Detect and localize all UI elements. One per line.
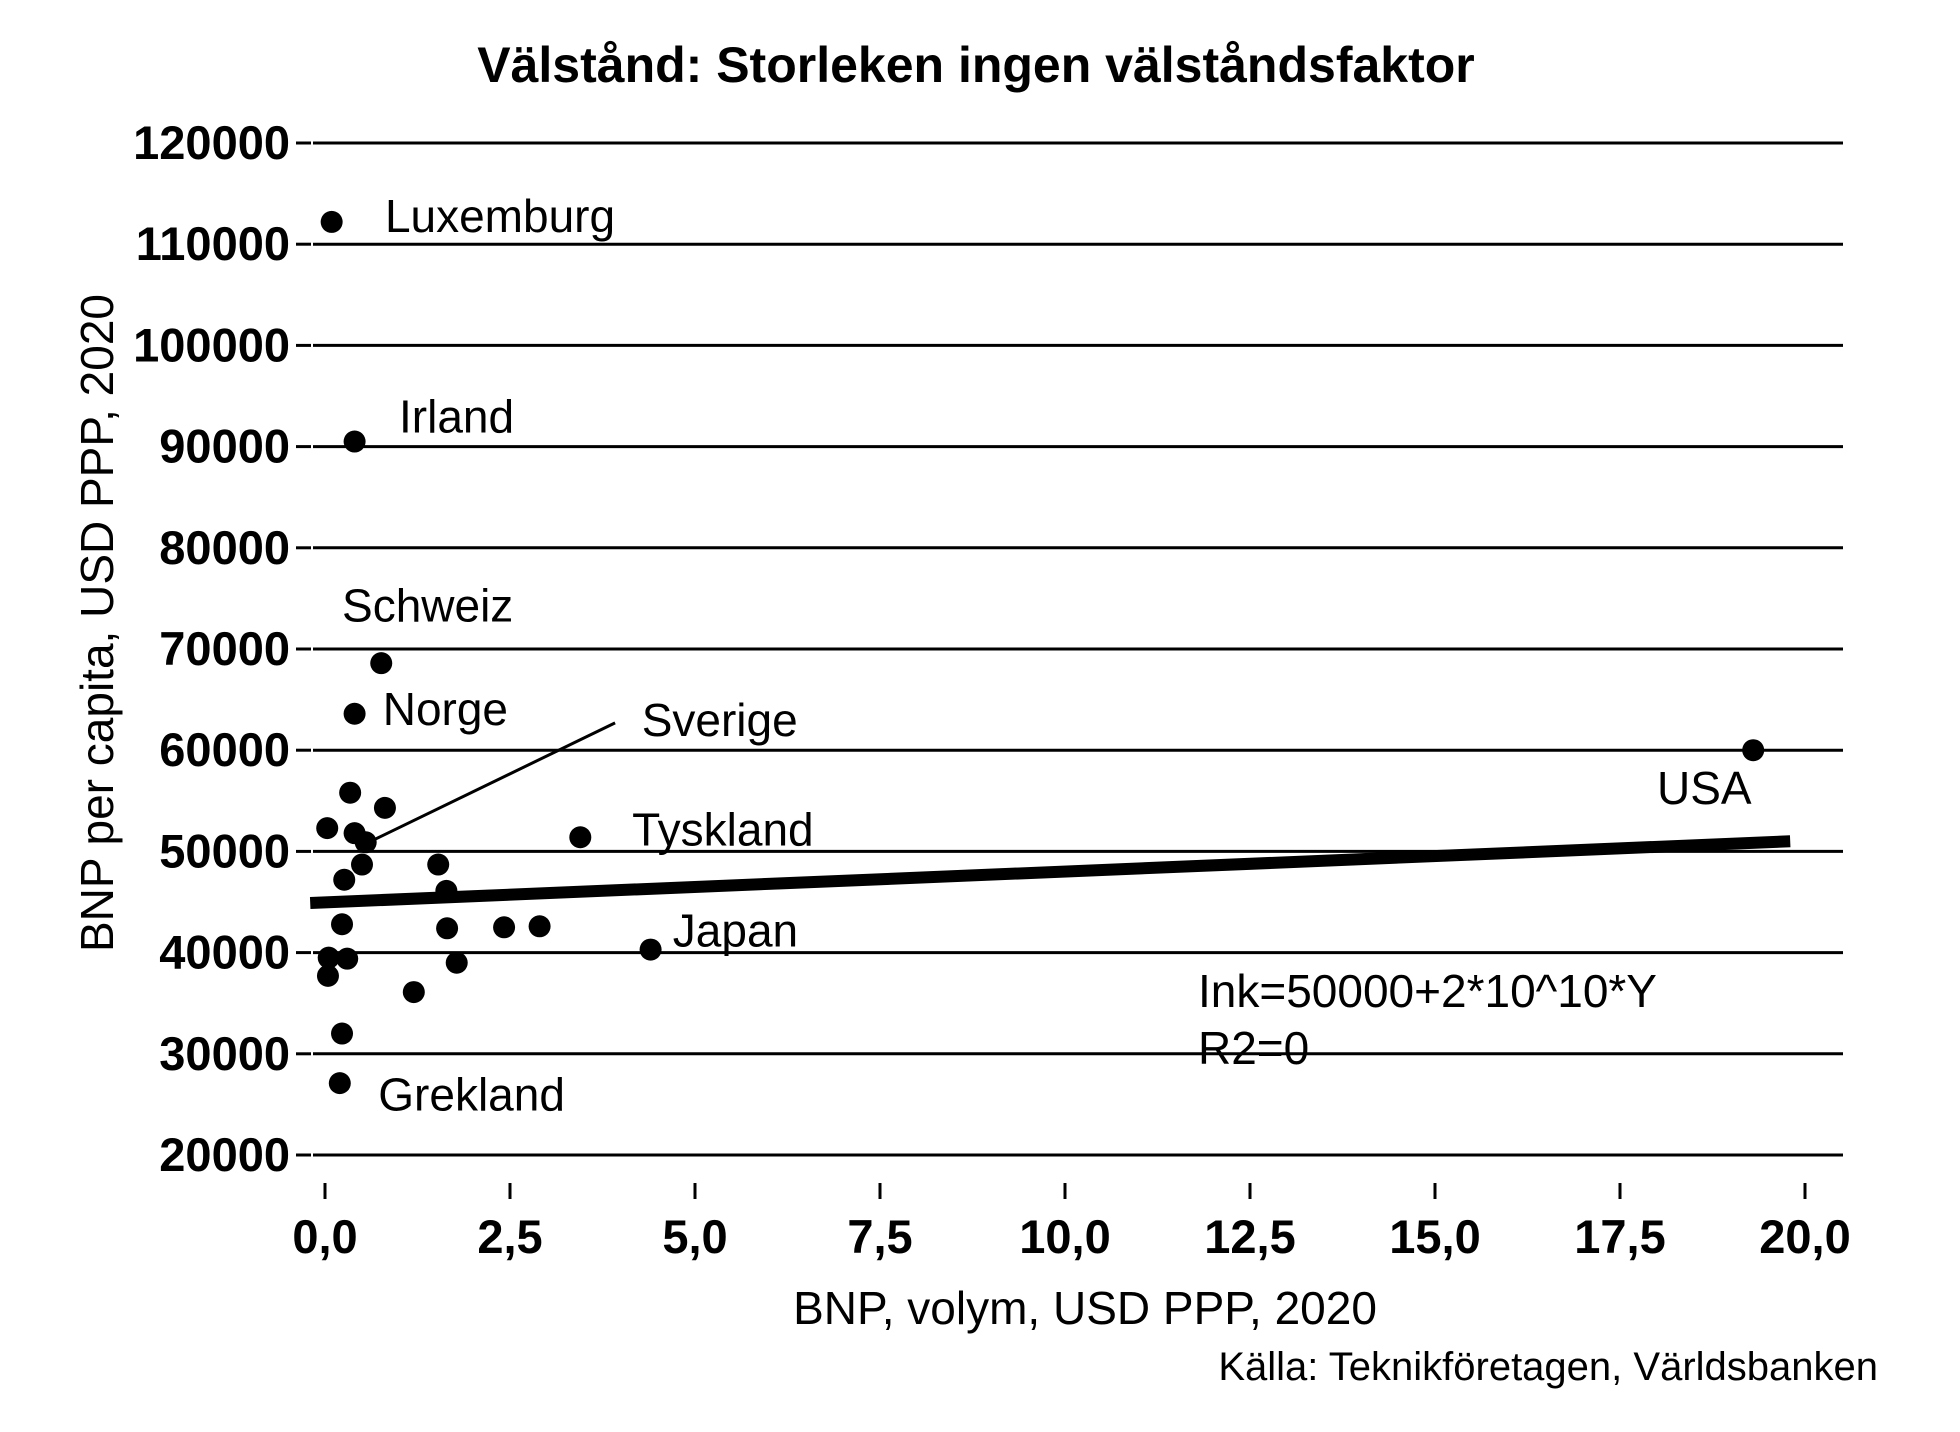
y-tick-label-60000: 60000 bbox=[159, 723, 290, 776]
country-label-grekland: Grekland bbox=[378, 1068, 565, 1120]
country-label-luxemburg: Luxemburg bbox=[385, 190, 615, 242]
x-tick-label-10,0: 10,0 bbox=[1019, 1210, 1110, 1263]
data-point bbox=[343, 822, 366, 845]
country-label-norge: Norge bbox=[383, 683, 508, 735]
data-point-luxemburg bbox=[320, 210, 343, 233]
regression-annotation: Ink=50000+2*10^10*Y R2=0 bbox=[1198, 963, 1657, 1077]
data-point bbox=[316, 964, 339, 987]
data-point bbox=[427, 853, 450, 876]
x-tick-label-15,0: 15,0 bbox=[1389, 1210, 1480, 1263]
data-point-norge bbox=[343, 702, 366, 725]
data-point-japan bbox=[639, 938, 662, 961]
data-point bbox=[336, 947, 359, 970]
data-point bbox=[445, 951, 468, 974]
x-tick-label-12,5: 12,5 bbox=[1204, 1210, 1295, 1263]
y-tick-label-110000: 110000 bbox=[136, 217, 290, 270]
data-point bbox=[317, 946, 340, 969]
source-credit: Källa: Teknikföretagen, Världsbanken bbox=[1218, 1345, 1878, 1389]
y-tick-label-100000: 100000 bbox=[133, 318, 290, 371]
country-label-sverige: Sverige bbox=[642, 694, 798, 746]
data-point-irland bbox=[343, 430, 366, 453]
data-point bbox=[528, 915, 551, 938]
data-point bbox=[331, 1022, 354, 1045]
x-axis-title: BNP, volym, USD PPP, 2020 bbox=[793, 1282, 1377, 1334]
chart-title: Välstånd: Storleken ingen välståndsfakto… bbox=[477, 37, 1475, 93]
y-tick-label-50000: 50000 bbox=[159, 824, 290, 877]
y-tick-label-30000: 30000 bbox=[159, 1027, 290, 1080]
data-point bbox=[373, 796, 396, 819]
x-tick-label-20,0: 20,0 bbox=[1759, 1210, 1850, 1263]
data-point bbox=[316, 817, 339, 840]
y-tick-label-90000: 90000 bbox=[159, 420, 290, 473]
y-axis-title: BNP per capita, USD PPP, 2020 bbox=[71, 293, 123, 953]
x-tick-label-17,5: 17,5 bbox=[1574, 1210, 1665, 1263]
country-label-japan: Japan bbox=[673, 905, 798, 957]
data-point-usa bbox=[1742, 739, 1765, 762]
x-tick-label-7,5: 7,5 bbox=[847, 1210, 912, 1263]
data-point-schweiz bbox=[370, 652, 393, 675]
country-label-tyskland: Tyskland bbox=[632, 803, 814, 855]
trend-line bbox=[309, 835, 1791, 910]
data-point bbox=[351, 853, 373, 876]
y-tick-label-20000: 20000 bbox=[159, 1128, 290, 1181]
y-tick-label-80000: 80000 bbox=[159, 521, 290, 574]
y-tick-label-120000: 120000 bbox=[133, 116, 290, 169]
y-tick-label-40000: 40000 bbox=[159, 926, 290, 979]
x-tick-label-5,0: 5,0 bbox=[662, 1210, 727, 1263]
data-point bbox=[333, 868, 356, 891]
x-tick-label-0,0: 0,0 bbox=[292, 1210, 357, 1263]
country-label-schweiz: Schweiz bbox=[342, 580, 513, 632]
country-label-usa: USA bbox=[1657, 762, 1752, 814]
sverige-callout-line bbox=[370, 721, 616, 843]
data-point bbox=[402, 981, 425, 1004]
country-label-irland: Irland bbox=[399, 390, 514, 442]
y-tick-label-70000: 70000 bbox=[159, 622, 290, 675]
regression-equation: Ink=50000+2*10^10*Y bbox=[1198, 965, 1657, 1017]
data-point-tyskland bbox=[569, 826, 592, 849]
data-point bbox=[436, 917, 459, 940]
data-point bbox=[331, 913, 354, 936]
regression-r2: R2=0 bbox=[1198, 1022, 1310, 1074]
data-point bbox=[435, 879, 458, 902]
data-point bbox=[339, 781, 362, 804]
data-point bbox=[493, 916, 516, 939]
data-point-grekland bbox=[328, 1072, 351, 1095]
x-tick-label-2,5: 2,5 bbox=[477, 1210, 542, 1263]
